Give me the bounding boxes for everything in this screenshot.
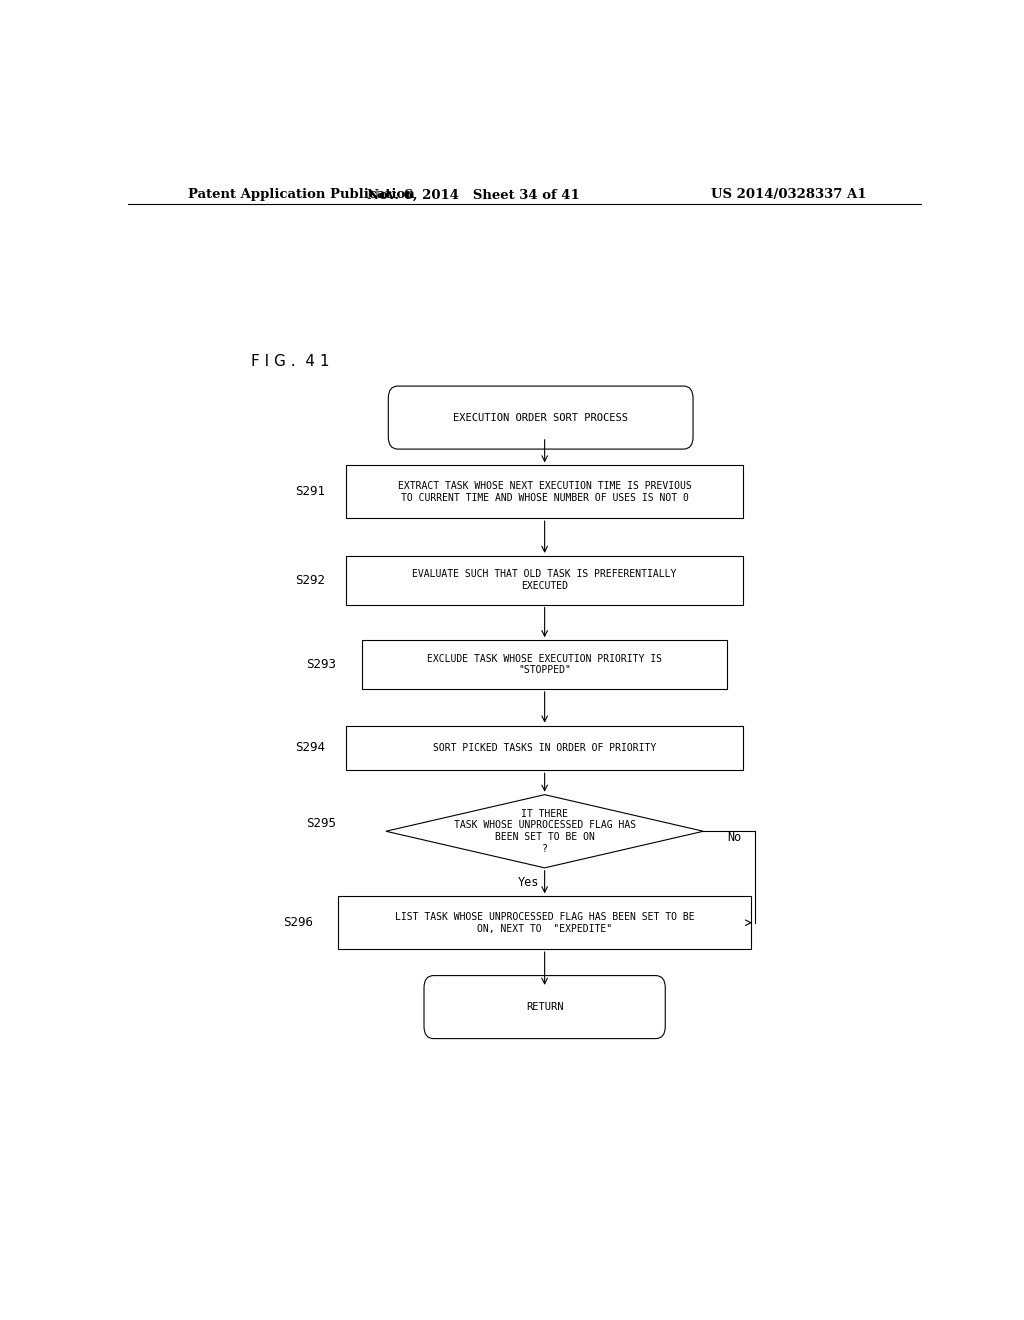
- Text: Nov. 6, 2014   Sheet 34 of 41: Nov. 6, 2014 Sheet 34 of 41: [367, 189, 580, 202]
- FancyBboxPatch shape: [388, 385, 693, 449]
- Bar: [346, 726, 743, 771]
- Text: S296: S296: [283, 916, 312, 929]
- Text: Yes: Yes: [518, 875, 540, 888]
- Bar: [346, 466, 743, 519]
- Text: S294: S294: [295, 742, 325, 755]
- Text: S295: S295: [306, 817, 337, 830]
- Polygon shape: [386, 795, 703, 867]
- FancyBboxPatch shape: [424, 975, 666, 1039]
- Text: RETURN: RETURN: [526, 1002, 563, 1012]
- Text: EXECUTION ORDER SORT PROCESS: EXECUTION ORDER SORT PROCESS: [454, 413, 628, 422]
- Text: EXTRACT TASK WHOSE NEXT EXECUTION TIME IS PREVIOUS
TO CURRENT TIME AND WHOSE NUM: EXTRACT TASK WHOSE NEXT EXECUTION TIME I…: [397, 480, 691, 503]
- Text: US 2014/0328337 A1: US 2014/0328337 A1: [711, 189, 866, 202]
- Text: No: No: [727, 830, 741, 843]
- Bar: [338, 896, 751, 949]
- Text: Patent Application Publication: Patent Application Publication: [187, 189, 415, 202]
- Text: SORT PICKED TASKS IN ORDER OF PRIORITY: SORT PICKED TASKS IN ORDER OF PRIORITY: [433, 743, 656, 752]
- Text: EVALUATE SUCH THAT OLD TASK IS PREFERENTIALLY
EXECUTED: EVALUATE SUCH THAT OLD TASK IS PREFERENT…: [413, 569, 677, 591]
- Text: F I G .  4 1: F I G . 4 1: [251, 354, 330, 370]
- Text: IT THERE
TASK WHOSE UNPROCESSED FLAG HAS
BEEN SET TO BE ON
?: IT THERE TASK WHOSE UNPROCESSED FLAG HAS…: [454, 809, 636, 854]
- Text: EXCLUDE TASK WHOSE EXECUTION PRIORITY IS
"STOPPED": EXCLUDE TASK WHOSE EXECUTION PRIORITY IS…: [427, 653, 663, 676]
- Text: S293: S293: [306, 659, 337, 671]
- Bar: [362, 640, 727, 689]
- Text: S292: S292: [295, 574, 325, 586]
- Text: S291: S291: [295, 486, 325, 498]
- Text: LIST TASK WHOSE UNPROCESSED FLAG HAS BEEN SET TO BE
ON, NEXT TO  "EXPEDITE": LIST TASK WHOSE UNPROCESSED FLAG HAS BEE…: [395, 912, 694, 933]
- Bar: [346, 556, 743, 605]
